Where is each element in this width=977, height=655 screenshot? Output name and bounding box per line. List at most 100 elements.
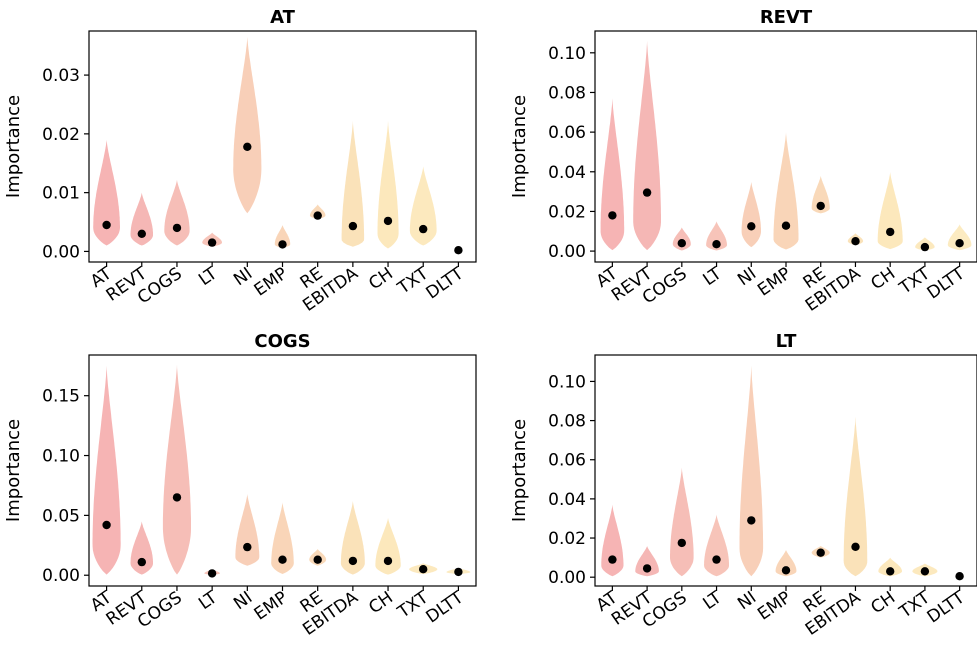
- y-tick-label: 0.08: [548, 412, 586, 432]
- y-axis-label: Importance: [3, 419, 24, 522]
- violin-lt: [706, 221, 727, 251]
- y-tick-label: 0.10: [42, 447, 80, 467]
- mean-point-ch: [886, 567, 895, 576]
- mean-point-ebitda: [851, 542, 860, 551]
- violin-ch: [377, 120, 399, 249]
- y-tick-label: 0.06: [548, 451, 586, 471]
- mean-point-ch: [886, 227, 895, 237]
- mean-point-dltt: [955, 239, 964, 248]
- violin-ebitda: [340, 501, 365, 575]
- mean-point-cogs: [677, 239, 686, 248]
- x-tick-label: LT: [195, 263, 221, 290]
- x-tick-label: CH: [867, 588, 899, 619]
- violin-ch: [877, 171, 903, 250]
- mean-point-ni: [243, 142, 252, 151]
- violin-ch: [878, 557, 902, 577]
- y-tick-label: 0.03: [42, 66, 80, 86]
- mean-point-at: [608, 555, 617, 564]
- violin-ebitda: [341, 120, 365, 247]
- mean-point-cogs: [172, 223, 182, 233]
- mean-point-ni: [243, 542, 252, 552]
- violin-emp: [274, 225, 291, 248]
- mean-point-revt: [137, 557, 146, 567]
- y-tick-label: 0.10: [548, 44, 586, 64]
- mean-point-ebitda: [348, 556, 358, 566]
- violin-cogs: [162, 364, 191, 575]
- mean-point-dltt: [454, 246, 463, 255]
- violin-ni: [235, 493, 260, 566]
- mean-point-at: [608, 211, 617, 220]
- mean-point-lt: [712, 240, 721, 249]
- mean-point-lt: [207, 238, 217, 247]
- mean-point-txt: [920, 567, 930, 576]
- violin-ni: [741, 181, 761, 248]
- x-tick-label: CH: [365, 588, 397, 619]
- x-tick-label: LT: [195, 587, 221, 614]
- violin-at: [600, 98, 625, 251]
- mean-point-txt: [419, 224, 428, 234]
- violin-re: [811, 175, 830, 214]
- y-tick-label: 0.08: [548, 83, 586, 103]
- x-tick-label: EMP: [754, 264, 795, 301]
- y-tick-label: 0.05: [42, 506, 80, 526]
- violin-at: [93, 139, 120, 246]
- mean-point-emp: [278, 555, 287, 564]
- y-tick-label: 0.00: [42, 566, 80, 586]
- y-tick-label: 0.15: [42, 387, 80, 407]
- mean-point-dltt: [454, 567, 463, 577]
- y-tick-label: 0.04: [548, 490, 586, 510]
- mean-point-emp: [781, 566, 791, 575]
- panel-title: COGS: [254, 331, 310, 352]
- violin-txt: [409, 166, 437, 246]
- mean-point-txt: [920, 242, 930, 252]
- mean-point-emp: [781, 221, 791, 230]
- violin-lt: [704, 514, 729, 577]
- x-tick-label: DLTT: [924, 587, 969, 627]
- y-tick-label: 0.06: [548, 123, 586, 143]
- y-tick-label: 0.10: [548, 372, 586, 392]
- mean-point-ch: [383, 216, 393, 226]
- mean-point-revt: [642, 188, 652, 197]
- mean-point-ni: [747, 222, 756, 231]
- x-tick-label: EMP: [251, 588, 292, 625]
- y-axis-label: Importance: [3, 95, 24, 198]
- x-tick-label: EMP: [251, 264, 292, 301]
- x-tick-label: DLTT: [924, 263, 969, 303]
- mean-point-re: [313, 555, 322, 564]
- violin-emp: [775, 549, 797, 577]
- violin-ni: [739, 365, 764, 577]
- y-tick-label: 0.00: [42, 242, 80, 262]
- x-tick-label: DLTT: [422, 263, 467, 303]
- panel-revt: REVTImportance0.000.020.040.060.080.10AT…: [509, 7, 977, 316]
- y-tick-label: 0.02: [548, 202, 586, 222]
- panel-lt: LTImportance0.000.020.040.060.080.10ATRE…: [509, 331, 977, 640]
- y-tick-label: 0.02: [42, 125, 80, 145]
- mean-point-at: [102, 220, 111, 230]
- violin-revt: [633, 40, 661, 251]
- mean-point-re: [816, 201, 825, 211]
- x-tick-label: CH: [365, 264, 397, 295]
- violin-dltt: [947, 224, 972, 251]
- y-axis-label: Importance: [509, 95, 530, 198]
- y-tick-label: 0.01: [42, 184, 80, 204]
- y-tick-label: 0.00: [548, 568, 586, 588]
- mean-point-re: [313, 211, 322, 220]
- x-tick-label: DLTT: [422, 587, 467, 627]
- violin-at: [92, 365, 121, 575]
- panel-cogs: COGSImportance0.000.050.100.15ATREVTCOGS…: [3, 331, 477, 640]
- mean-point-ch: [383, 556, 393, 566]
- mean-point-at: [102, 520, 111, 530]
- y-tick-label: 0.04: [548, 163, 586, 183]
- mean-point-revt: [137, 229, 146, 238]
- panel-title: LT: [776, 331, 797, 352]
- violin-ebitda: [843, 416, 868, 577]
- mean-point-txt: [419, 565, 428, 574]
- mean-point-lt: [712, 555, 721, 564]
- mean-point-ebitda: [851, 237, 860, 246]
- x-tick-label: LT: [700, 587, 726, 614]
- mean-point-dltt: [955, 572, 964, 581]
- panel-title: AT: [270, 7, 296, 28]
- violin-cogs: [164, 179, 190, 246]
- x-tick-label: LT: [700, 263, 726, 290]
